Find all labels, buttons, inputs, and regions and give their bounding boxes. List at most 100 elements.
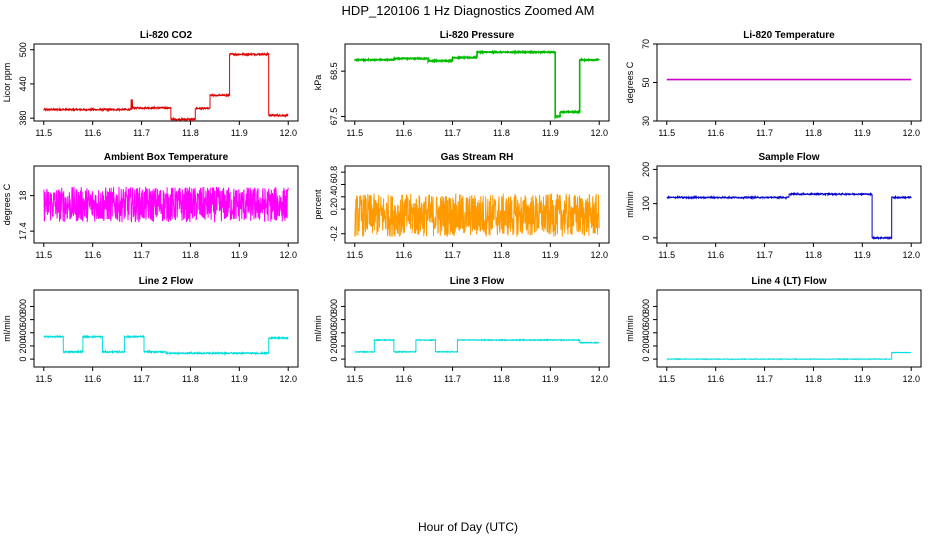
x-tick-label: 11.8: [182, 250, 199, 260]
x-tick-label: 11.7: [444, 128, 461, 138]
x-tick-label: 11.8: [805, 250, 822, 260]
y-tick-label: 400: [18, 325, 28, 340]
y-tick-label: 600: [329, 312, 339, 327]
panel-2: Li-820 Temperature degrees C 11.5 11.6 11.7 1…: [625, 30, 922, 138]
y-axis-label: ml/min: [625, 191, 635, 218]
series-line: [43, 334, 289, 356]
panel-title: Sample Flow: [758, 152, 819, 163]
x-tick-label: 11.6: [395, 250, 412, 260]
y-tick-label: 0: [18, 357, 28, 362]
x-tick-label: 11.6: [84, 374, 101, 384]
x-tick-label: 12.0: [902, 374, 920, 384]
x-tick-label: 11.6: [84, 250, 101, 260]
x-tick-label: 12.0: [279, 250, 297, 260]
x-tick-label: 11.7: [444, 374, 461, 384]
x-tick-label: 11.9: [854, 250, 871, 260]
x-tick-label: 11.8: [493, 128, 510, 138]
figure-xlabel: Hour of Day (UTC): [418, 520, 518, 534]
x-tick-label: 12.0: [590, 374, 608, 384]
x-tick-label: 11.9: [542, 128, 559, 138]
plot-frame: [33, 289, 299, 368]
x-tick-label: 11.6: [395, 128, 412, 138]
plot-frame: [656, 43, 922, 122]
plot-frame: [656, 289, 922, 368]
x-tick-label: 11.9: [542, 374, 559, 384]
y-tick-label: 70: [641, 39, 651, 49]
x-tick-label: 11.6: [707, 250, 724, 260]
y-axis-label: degrees C: [2, 183, 12, 225]
y-tick-label: 0: [329, 357, 339, 362]
panels-grid: Li-820 CO2 Licor ppm 11.5 11.6 11.7 11.8 11.9 1…: [2, 30, 922, 384]
x-tick-label: 11.5: [346, 128, 363, 138]
x-tick-label: 11.9: [854, 128, 871, 138]
x-tick-label: 11.5: [35, 374, 52, 384]
y-tick-label: -0.2: [329, 226, 339, 242]
y-tick-label: 500: [18, 42, 28, 57]
x-tick-label: 11.9: [231, 250, 248, 260]
x-tick-label: 12.0: [902, 128, 920, 138]
figure-title: HDP_120106 1 Hz Diagnostics Zoomed AM: [342, 3, 595, 18]
x-tick-label: 11.5: [658, 374, 675, 384]
y-axis-label: kPa: [313, 75, 323, 91]
series-line: [666, 191, 912, 241]
series-line: [354, 49, 600, 120]
y-tick-label: 380: [18, 111, 28, 126]
panel-1: Li-820 Pressure kPa 11.5 11.6 11.7 11.8 11.9 12…: [313, 30, 610, 138]
x-tick-label: 12.0: [279, 128, 297, 138]
x-tick-label: 11.9: [231, 374, 248, 384]
x-tick-label: 11.7: [444, 250, 461, 260]
panel-title: Line 3 Flow: [450, 276, 505, 287]
y-tick-label: 0.6: [329, 178, 339, 191]
x-tick-label: 12.0: [902, 250, 920, 260]
y-tick-label: 100: [641, 196, 651, 211]
panel-8: Line 4 (LT) Flow ml/min 11.5 11.6 11.7 11.8 11…: [625, 276, 922, 384]
panel-title: Li-820 CO2: [140, 30, 193, 41]
x-tick-label: 11.7: [133, 250, 150, 260]
x-tick-label: 11.6: [707, 128, 724, 138]
x-tick-label: 11.8: [805, 128, 822, 138]
y-tick-label: 18: [18, 191, 28, 201]
panel-3: Ambient Box Temperature degrees C 11.5 11.6…: [2, 152, 299, 260]
panel-6: Line 2 Flow ml/min 11.5 11.6 11.7 11.8 11.9 12.…: [2, 276, 299, 384]
y-tick-label: 0.2: [329, 203, 339, 216]
y-tick-label: 50: [641, 77, 651, 87]
panel-title: Li-820 Temperature: [743, 30, 835, 41]
panel-7: Line 3 Flow ml/min 11.5 11.6 11.7 11.8 11.9 12.…: [313, 276, 610, 384]
panel-title: Li-820 Pressure: [440, 30, 515, 41]
x-tick-label: 11.7: [756, 250, 773, 260]
x-tick-label: 11.8: [493, 250, 510, 260]
panel-4: Gas Stream RH percent 11.5 11.6 11.7 11.8 11.9…: [313, 152, 610, 260]
x-tick-label: 11.8: [182, 374, 199, 384]
x-tick-label: 12.0: [590, 250, 608, 260]
x-tick-label: 11.9: [854, 374, 871, 384]
series-line: [354, 193, 600, 237]
y-tick-label: 0: [641, 357, 651, 362]
y-tick-label: 200: [18, 338, 28, 353]
y-tick-label: 0.4: [329, 191, 339, 204]
x-tick-label: 11.6: [395, 374, 412, 384]
y-tick-label: 200: [641, 162, 651, 177]
x-tick-label: 11.5: [658, 250, 675, 260]
x-tick-label: 11.5: [35, 128, 52, 138]
y-axis-label: percent: [313, 189, 323, 220]
panel-title: Line 2 Flow: [139, 276, 194, 287]
y-tick-label: 800: [329, 299, 339, 314]
y-axis-label: ml/min: [2, 315, 12, 342]
x-tick-label: 11.6: [84, 128, 101, 138]
y-tick-label: 440: [18, 76, 28, 91]
plot-frame: [33, 43, 299, 122]
y-tick-label: 200: [641, 338, 651, 353]
y-tick-label: 200: [329, 338, 339, 353]
x-tick-label: 11.5: [35, 250, 52, 260]
plot-frame: [344, 289, 610, 368]
y-tick-label: 400: [329, 325, 339, 340]
y-axis-label: ml/min: [313, 315, 323, 342]
y-tick-label: 0.8: [329, 166, 339, 179]
panel-title: Line 4 (LT) Flow: [751, 276, 827, 287]
x-tick-label: 11.6: [707, 374, 724, 384]
x-tick-label: 11.5: [346, 250, 363, 260]
x-tick-label: 11.7: [133, 128, 150, 138]
x-tick-label: 11.9: [542, 250, 559, 260]
x-tick-label: 11.8: [805, 374, 822, 384]
